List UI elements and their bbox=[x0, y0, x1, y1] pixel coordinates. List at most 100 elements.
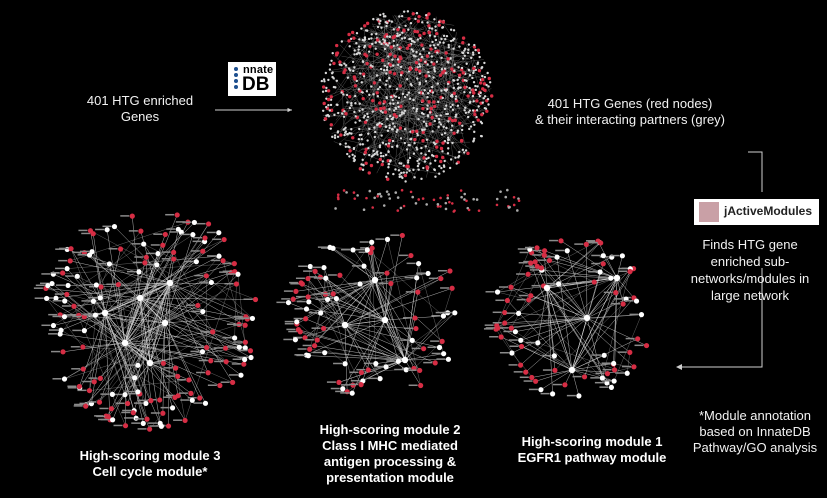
module1-node bbox=[541, 252, 547, 258]
small-component-node bbox=[439, 196, 442, 200]
module3-edge bbox=[84, 264, 157, 317]
partner-node bbox=[440, 56, 443, 59]
partner-node bbox=[384, 153, 388, 157]
module2-edge bbox=[417, 278, 441, 293]
partner-node bbox=[475, 109, 479, 112]
module3-node-label bbox=[228, 374, 238, 376]
module3-node bbox=[242, 345, 248, 351]
module2-node-label bbox=[398, 254, 408, 257]
small-component-node bbox=[517, 199, 521, 203]
partner-node bbox=[481, 74, 484, 78]
partner-node bbox=[400, 113, 403, 116]
small-component-node bbox=[472, 197, 475, 201]
module1-node bbox=[532, 259, 538, 265]
module1-node-label bbox=[529, 269, 539, 271]
module1-node-label bbox=[499, 327, 509, 329]
network-edge bbox=[329, 54, 478, 73]
module2-node-label bbox=[355, 248, 365, 251]
module1-node-label bbox=[531, 284, 541, 287]
partner-node bbox=[387, 166, 390, 169]
module1-hub bbox=[583, 314, 591, 322]
module3-node-label bbox=[72, 315, 82, 318]
partner-node bbox=[424, 80, 428, 83]
module2-caption-line3: antigen processing & bbox=[323, 454, 457, 469]
htg-node bbox=[446, 57, 450, 61]
module3-node bbox=[105, 414, 111, 420]
network-edge bbox=[407, 114, 433, 120]
partner-node bbox=[340, 40, 344, 43]
module2-edge bbox=[324, 352, 406, 361]
partner-node bbox=[468, 109, 472, 112]
partner-node bbox=[379, 67, 383, 71]
module3-edge bbox=[118, 284, 126, 344]
partner-node bbox=[415, 11, 419, 15]
network-edge bbox=[411, 62, 471, 181]
network-edge bbox=[375, 16, 465, 46]
network-edge bbox=[329, 87, 475, 115]
module2-edge bbox=[404, 312, 455, 361]
module3-node bbox=[111, 223, 118, 230]
partner-node bbox=[428, 89, 432, 93]
module3-node-label bbox=[182, 221, 192, 223]
partner-node bbox=[363, 38, 367, 41]
partner-node bbox=[423, 89, 426, 92]
module1-node bbox=[550, 391, 556, 397]
module1-node-label bbox=[592, 354, 602, 356]
htg-node bbox=[419, 58, 423, 62]
small-component-node bbox=[373, 196, 376, 200]
partner-node bbox=[438, 164, 441, 168]
small-component-node bbox=[512, 203, 516, 207]
module1-node-label bbox=[518, 294, 528, 297]
partner-node bbox=[354, 115, 357, 118]
module3-node bbox=[190, 232, 196, 238]
module1-node-label bbox=[503, 330, 513, 333]
module1-node-label bbox=[546, 282, 556, 285]
module3-node-label bbox=[55, 267, 65, 270]
module3-node-label bbox=[121, 411, 131, 414]
module3-node-label bbox=[206, 255, 216, 257]
partner-node bbox=[465, 79, 468, 82]
partner-node bbox=[433, 35, 437, 38]
network-edge bbox=[369, 74, 377, 89]
jactivemodules-thumbnail-icon bbox=[699, 202, 719, 222]
partner-node bbox=[387, 163, 390, 166]
module1-node-label bbox=[517, 248, 527, 250]
small-component-node bbox=[417, 198, 421, 201]
input-genes-line1: 401 HTG enriched bbox=[86, 93, 194, 108]
module1-node bbox=[504, 297, 511, 304]
partner-node bbox=[479, 91, 482, 95]
partner-node bbox=[343, 62, 346, 65]
annotation-note-text: *Module annotation based on InnateDB Pat… bbox=[680, 408, 827, 456]
module3-edge bbox=[169, 282, 253, 319]
input-genes-text: 401 HTG enriched Genes bbox=[60, 93, 220, 125]
partner-node bbox=[433, 18, 436, 21]
partner-node bbox=[407, 28, 410, 31]
module2-node bbox=[303, 316, 309, 322]
module3-edge bbox=[206, 275, 253, 319]
small-component-node bbox=[495, 203, 499, 207]
partner-node bbox=[463, 109, 466, 112]
module2-node-label bbox=[297, 348, 307, 350]
module2-node bbox=[293, 288, 299, 294]
module1-node bbox=[556, 281, 562, 287]
htg-node bbox=[476, 118, 480, 122]
partner-node bbox=[350, 132, 353, 135]
module3-edge bbox=[82, 346, 252, 358]
small-component-node bbox=[436, 205, 440, 208]
htg-node bbox=[439, 159, 443, 164]
module2-node-label bbox=[303, 270, 313, 272]
module3-edge bbox=[149, 362, 193, 401]
module3-node bbox=[49, 280, 55, 287]
network-edge bbox=[398, 82, 421, 157]
module3-edge bbox=[104, 312, 111, 420]
module1-node bbox=[564, 248, 570, 254]
module3-edge bbox=[107, 362, 151, 417]
partner-node bbox=[445, 88, 449, 91]
partner-node bbox=[355, 79, 358, 83]
module2-node-label bbox=[293, 317, 303, 320]
module3-hub bbox=[161, 319, 169, 327]
partner-node bbox=[416, 164, 420, 168]
small-component-node bbox=[409, 190, 413, 194]
module3-node-label bbox=[235, 318, 245, 320]
module3-node-label bbox=[138, 399, 148, 402]
